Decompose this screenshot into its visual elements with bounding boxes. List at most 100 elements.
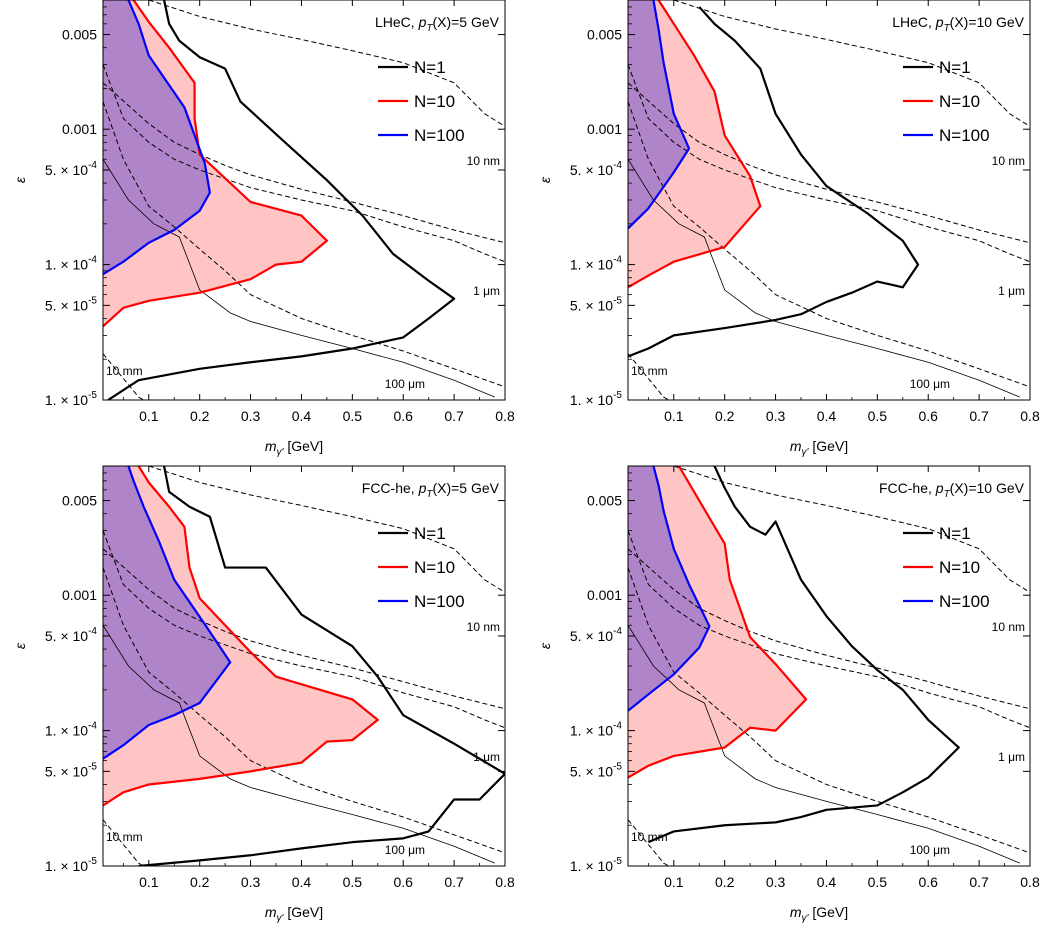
legend-entry: N=10 bbox=[414, 558, 455, 577]
x-tick-label: 0.2 bbox=[190, 874, 210, 890]
y-tick-label: 5. × 10-5 bbox=[570, 761, 623, 779]
decay-length-curve-2 bbox=[628, 64, 1030, 263]
x-tick-label: 0.8 bbox=[1020, 874, 1040, 890]
x-tick-label: 0.4 bbox=[292, 408, 312, 424]
reference-curve bbox=[103, 159, 495, 398]
legend-entry: N=100 bbox=[939, 126, 990, 145]
series-line-n10 bbox=[628, 0, 762, 289]
decay-length-curve-4 bbox=[103, 82, 505, 244]
panel-title: FCC-he, pT(X)=10 GeV bbox=[879, 480, 1025, 500]
y-tick-label: 0.005 bbox=[587, 27, 622, 43]
decay-label-10nm: 10 nm bbox=[992, 154, 1025, 168]
x-tick-label: 0.1 bbox=[139, 874, 159, 890]
y-tick-label: 0.001 bbox=[62, 121, 97, 137]
legend-entry: N=100 bbox=[414, 126, 465, 145]
legend-entry: N=1 bbox=[414, 524, 446, 543]
reference-curve bbox=[628, 625, 1020, 864]
decay-length-curve-1 bbox=[628, 101, 1030, 388]
x-axis-label: mγ' [GeV] bbox=[790, 438, 848, 458]
y-tick-label: 1. × 10-5 bbox=[45, 390, 98, 408]
x-tick-label: 0.4 bbox=[292, 874, 312, 890]
y-tick-label: 1. × 10-4 bbox=[45, 721, 98, 739]
legend: N=1 N=10 N=100 bbox=[903, 58, 990, 145]
decay-length-curve-4 bbox=[628, 548, 1030, 710]
region-n100 bbox=[103, 466, 231, 759]
legend-entry: N=1 bbox=[939, 524, 971, 543]
panel-1: 0.1 0.2 0.3 0.4 0.5 0.6 0.7 0.8 1. × 10-5 5. × 10… bbox=[12, 0, 515, 458]
legend-entry: N=10 bbox=[939, 92, 980, 111]
y-axis-label: ε bbox=[12, 176, 28, 183]
decay-length-curve-3 bbox=[673, 0, 1030, 127]
x-tick-label: 0.7 bbox=[444, 874, 464, 890]
legend-entry: N=100 bbox=[939, 592, 990, 611]
legend-entry: N=10 bbox=[414, 92, 455, 111]
decay-label-10nm: 10 nm bbox=[467, 620, 500, 634]
series-line-n10 bbox=[103, 0, 328, 328]
panel-title: FCC-he, pT(X)=5 GeV bbox=[362, 480, 500, 500]
legend-entry: N=10 bbox=[939, 558, 980, 577]
decay-length-curve-10mm bbox=[103, 353, 144, 400]
x-tick-label: 0.6 bbox=[393, 408, 413, 424]
x-tick-label: 0.7 bbox=[444, 408, 464, 424]
y-tick-label: 5. × 10-4 bbox=[570, 160, 623, 178]
region-n100 bbox=[103, 0, 210, 275]
decay-length-curve-3 bbox=[148, 0, 505, 127]
legend: N=1 N=10 N=100 bbox=[903, 524, 990, 611]
series-line-n100 bbox=[103, 0, 211, 276]
x-tick-label: 0.4 bbox=[817, 408, 837, 424]
y-tick-label: 5. × 10-4 bbox=[45, 626, 98, 644]
y-tick-label: 1. × 10-5 bbox=[45, 856, 98, 874]
decay-label-10mm: 10 mm bbox=[631, 364, 668, 378]
series-line-n100 bbox=[628, 0, 691, 230]
decay-length-curve-1 bbox=[628, 567, 1030, 854]
y-tick-label: 1. × 10-4 bbox=[570, 255, 623, 273]
decay-label-100um: 100 μm bbox=[385, 843, 425, 857]
decay-label-1um: 1 μm bbox=[998, 284, 1025, 298]
y-tick-label: 0.005 bbox=[62, 27, 97, 43]
x-tick-label: 0.3 bbox=[766, 408, 786, 424]
y-tick-label: 0.001 bbox=[62, 587, 97, 603]
x-axis-label: mγ' [GeV] bbox=[790, 904, 848, 924]
panel-2: 0.1 0.2 0.3 0.4 0.5 0.6 0.7 0.8 1. × 10-5 5. × 10… bbox=[537, 0, 1040, 458]
reference-curve bbox=[628, 159, 1020, 398]
x-tick-label: 0.3 bbox=[766, 874, 786, 890]
series-line-n10 bbox=[628, 466, 808, 779]
legend-entry: N=1 bbox=[414, 58, 446, 77]
y-tick-label: 5. × 10-5 bbox=[570, 295, 623, 313]
decay-length-curve-10mm bbox=[628, 353, 669, 400]
y-tick-label: 1. × 10-5 bbox=[570, 390, 623, 408]
decay-label-10mm: 10 mm bbox=[631, 830, 668, 844]
region-n100 bbox=[628, 466, 710, 711]
plot-area bbox=[628, 0, 1030, 400]
x-tick-label: 0.4 bbox=[817, 874, 837, 890]
x-tick-label: 0.3 bbox=[241, 408, 261, 424]
y-axis-label: ε bbox=[537, 176, 553, 183]
x-tick-label: 0.2 bbox=[715, 874, 735, 890]
decay-label-10nm: 10 nm bbox=[467, 154, 500, 168]
decay-label-10mm: 10 mm bbox=[106, 830, 143, 844]
series-line-n1 bbox=[138, 466, 505, 866]
x-tick-label: 0.6 bbox=[393, 874, 413, 890]
decay-length-curve-4 bbox=[103, 548, 505, 710]
series-line-n100 bbox=[628, 466, 711, 712]
decay-length-curve-10mm bbox=[103, 819, 144, 866]
series-line-n1 bbox=[628, 6, 920, 358]
series-line-n10 bbox=[103, 466, 379, 807]
series-line-n1 bbox=[107, 0, 456, 400]
decay-label-100um: 100 μm bbox=[910, 843, 950, 857]
series-line-n1 bbox=[647, 466, 960, 844]
panel-4: 0.1 0.2 0.3 0.4 0.5 0.6 0.7 0.8 1. × 10-5 5. × 10… bbox=[537, 465, 1040, 924]
plot-area bbox=[628, 466, 1030, 866]
x-tick-label: 0.2 bbox=[715, 408, 735, 424]
x-tick-label: 0.8 bbox=[1020, 408, 1040, 424]
y-tick-label: 0.001 bbox=[587, 121, 622, 137]
decay-length-curve-1 bbox=[103, 567, 505, 854]
x-tick-label: 0.1 bbox=[664, 408, 684, 424]
y-tick-label: 1. × 10-4 bbox=[570, 721, 623, 739]
decay-length-curve-4 bbox=[628, 82, 1030, 244]
x-tick-label: 0.5 bbox=[343, 408, 363, 424]
legend-entry: N=100 bbox=[414, 592, 465, 611]
legend: N=1 N=10 N=100 bbox=[378, 58, 465, 145]
x-tick-label: 0.7 bbox=[969, 408, 989, 424]
region-n10 bbox=[103, 466, 378, 806]
